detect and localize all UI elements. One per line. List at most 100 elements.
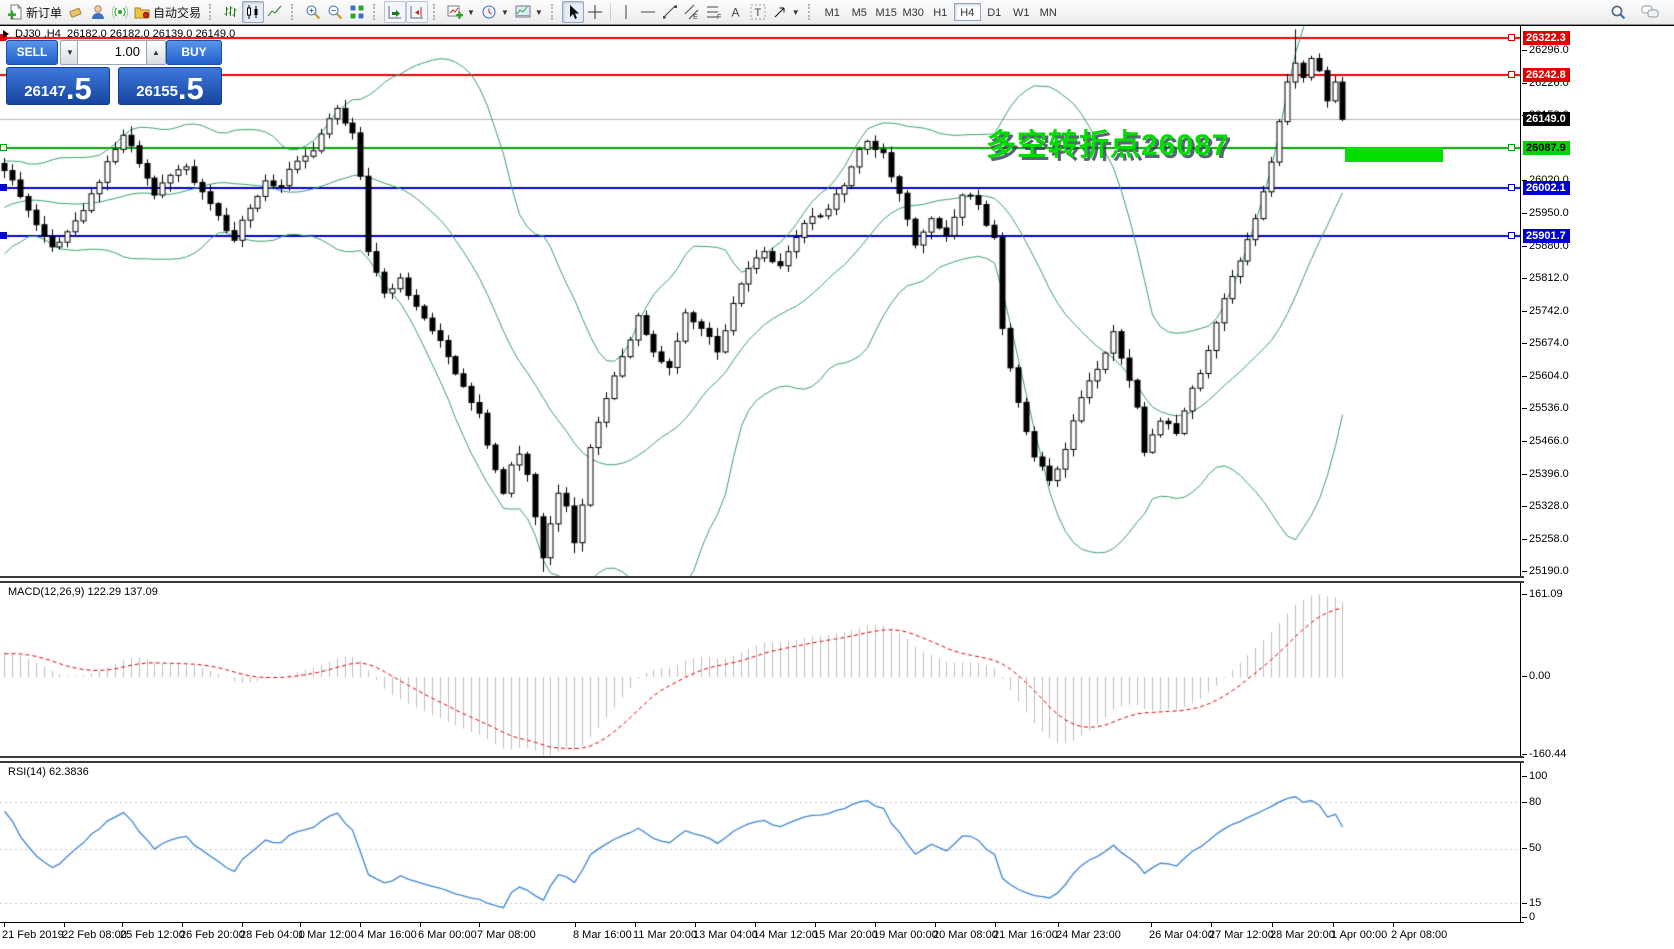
chat-button[interactable] bbox=[1638, 1, 1664, 23]
trendline-tool-button[interactable] bbox=[659, 1, 681, 23]
periods-button[interactable]: ▼ bbox=[478, 1, 512, 23]
rsi-axis-label: 50 bbox=[1521, 842, 1542, 854]
templates-button[interactable]: ▼ bbox=[512, 1, 546, 23]
time-axis-label: 21 Feb 2019 bbox=[2, 929, 64, 941]
channel-tool-button[interactable]: E bbox=[681, 1, 703, 23]
arrows-tool-button[interactable]: ▼ bbox=[769, 1, 803, 23]
buy-price-display[interactable]: 26155 .5 bbox=[118, 67, 222, 105]
price-axis-tick: 25742.0 bbox=[1522, 304, 1569, 317]
crosshair-button[interactable] bbox=[584, 1, 606, 23]
price-badge: 26242.8 bbox=[1523, 68, 1570, 83]
timeframe-mn[interactable]: MN bbox=[1039, 7, 1057, 19]
autotrading-icon bbox=[134, 4, 150, 20]
time-axis-label: 26 Feb 20:00 bbox=[180, 929, 245, 941]
community-button[interactable] bbox=[87, 1, 109, 23]
tile-windows-button[interactable] bbox=[346, 1, 368, 23]
time-axis-tick bbox=[479, 922, 480, 927]
price-axis-line bbox=[1520, 26, 1521, 923]
timeframe-h1[interactable]: H1 bbox=[933, 7, 948, 19]
signals-button[interactable] bbox=[109, 1, 131, 23]
timeframe-m5[interactable]: M5 bbox=[851, 7, 867, 19]
toolbar-right-group bbox=[1607, 1, 1670, 23]
text-label-icon: T bbox=[750, 4, 766, 20]
hline-handle-left[interactable] bbox=[0, 184, 7, 192]
time-axis-label: 28 Feb 04:00 bbox=[240, 929, 305, 941]
time-axis-tick bbox=[420, 922, 421, 927]
price-axis-tick: 25536.0 bbox=[1522, 402, 1569, 414]
sell-button[interactable]: SELL bbox=[6, 40, 58, 65]
timeframe-d1[interactable]: D1 bbox=[987, 7, 1002, 19]
new-order-label: 新订单 bbox=[26, 5, 63, 20]
time-axis-label: 11 Mar 20:00 bbox=[633, 929, 698, 941]
cursor-icon bbox=[565, 4, 581, 20]
chat-icon bbox=[1641, 4, 1661, 20]
volume-increase-button[interactable]: ▲ bbox=[146, 40, 166, 65]
timeframe-h4[interactable]: H4 bbox=[953, 3, 981, 21]
price-chart-canvas[interactable] bbox=[0, 26, 1520, 922]
hline-handle-right[interactable] bbox=[1508, 184, 1515, 192]
buy-button[interactable]: BUY bbox=[166, 40, 222, 65]
hline-tool-button[interactable] bbox=[637, 1, 659, 23]
timeframe-m15[interactable]: M15 bbox=[875, 7, 897, 19]
new-order-button[interactable]: 新订单 bbox=[4, 1, 65, 23]
rsi-panel-splitter[interactable] bbox=[0, 756, 1524, 763]
sell-price-display[interactable]: 26147 .5 bbox=[6, 67, 110, 105]
macd-panel-splitter[interactable] bbox=[0, 576, 1524, 583]
zoom-out-button[interactable] bbox=[324, 1, 346, 23]
timeframe-m1[interactable]: M1 bbox=[824, 7, 840, 19]
timeframe-m30[interactable]: M30 bbox=[902, 7, 924, 19]
chart-bars-button[interactable] bbox=[220, 1, 242, 23]
macd-axis-label: 0.00 bbox=[1521, 670, 1551, 682]
hline-handle-right[interactable] bbox=[1508, 144, 1515, 152]
hline-handle-right[interactable] bbox=[1508, 231, 1515, 239]
text-tool-button[interactable]: A bbox=[725, 1, 747, 23]
auto-scroll-button[interactable] bbox=[384, 1, 407, 23]
highlight-rect[interactable] bbox=[1345, 147, 1443, 162]
bar-chart-icon bbox=[223, 4, 239, 20]
hline-handle-right[interactable] bbox=[1508, 33, 1515, 41]
cursor-button[interactable] bbox=[561, 1, 584, 23]
chart-shift-button[interactable] bbox=[406, 1, 429, 23]
hline-handle-left[interactable] bbox=[0, 231, 7, 239]
price-axis-tick: 25190.0 bbox=[1522, 564, 1569, 577]
chevron-down-icon: ▼ bbox=[791, 7, 800, 17]
svg-text:E: E bbox=[693, 14, 698, 20]
time-axis-label: 28 Mar 20:00 bbox=[1270, 929, 1335, 941]
chart-annotation[interactable]: 多空转折点26087 bbox=[986, 129, 1230, 162]
zoom-out-icon bbox=[327, 4, 343, 20]
indicators-button[interactable]: ▼ bbox=[444, 1, 478, 23]
price-axis-tick: 25880.0 bbox=[1522, 239, 1569, 252]
chevron-down-icon: ▼ bbox=[500, 7, 509, 17]
auto-scroll-icon bbox=[387, 4, 403, 20]
toolbar-separator bbox=[609, 3, 611, 21]
volume-input[interactable]: 1.00 bbox=[77, 40, 147, 65]
styler-button[interactable] bbox=[65, 1, 87, 23]
time-axis-tick bbox=[300, 922, 301, 927]
price-axis-tick: 25466.0 bbox=[1522, 434, 1569, 447]
time-axis-tick bbox=[360, 922, 361, 927]
crosshair-icon bbox=[587, 4, 603, 20]
timeframe-w1[interactable]: W1 bbox=[1012, 7, 1030, 19]
toolbar-grip bbox=[807, 4, 814, 20]
trade-panel-toggle[interactable] bbox=[3, 30, 9, 38]
hline-handle-right[interactable] bbox=[1508, 71, 1515, 79]
toolbar-grip bbox=[209, 4, 215, 20]
time-axis-label: 20 Mar 08:00 bbox=[933, 929, 998, 941]
time-axis-label: 2 Apr 08:00 bbox=[1391, 929, 1448, 941]
search-icon bbox=[1610, 4, 1627, 21]
autotrading-button[interactable]: 自动交易 bbox=[131, 1, 204, 23]
label-tool-button[interactable]: T bbox=[747, 1, 769, 23]
time-axis-tick bbox=[815, 922, 816, 927]
macd-axis-label: 161.09 bbox=[1522, 588, 1563, 600]
hline-handle-left[interactable] bbox=[0, 144, 7, 152]
chart-line-button[interactable] bbox=[264, 1, 286, 23]
zoom-in-button[interactable] bbox=[302, 1, 324, 23]
fibonacci-tool-button[interactable]: F bbox=[703, 1, 725, 23]
one-click-trade-panel: SELL ▼ 1.00 ▲ BUY 26147 .5 26155 .5 bbox=[6, 40, 222, 105]
vline-tool-button[interactable] bbox=[615, 1, 637, 23]
toolbar-grip bbox=[550, 4, 557, 20]
search-button[interactable] bbox=[1607, 1, 1630, 23]
chart-candles-button[interactable] bbox=[242, 1, 265, 23]
price-axis-tick: 25604.0 bbox=[1522, 369, 1569, 382]
trendline-icon bbox=[662, 4, 678, 20]
